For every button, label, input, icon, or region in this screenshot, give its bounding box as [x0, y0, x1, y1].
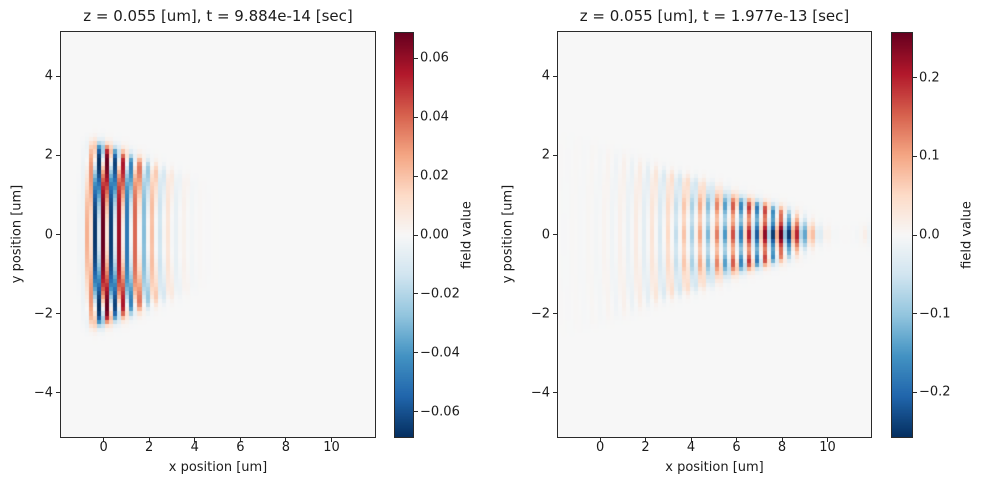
x-tick-label: 10: [323, 440, 340, 455]
y-tick-label: 4: [541, 68, 550, 84]
x-tick-mark: [645, 438, 647, 442]
x-tick-label: 8: [281, 440, 291, 455]
colorbar-tick-mark: [913, 234, 917, 236]
y-tick-label: 2: [44, 147, 53, 163]
left-colorbar-canvas: [395, 33, 413, 437]
y-tick-label: −2: [530, 306, 550, 322]
y-tick-mark: [553, 75, 557, 77]
right-plot-area: [557, 31, 872, 438]
x-tick-mark: [148, 438, 150, 442]
colorbar-tick-mark: [913, 313, 917, 315]
left-xaxis-label: x position [um]: [168, 460, 268, 475]
colorbar-tick-label: 0.00: [420, 227, 449, 243]
colorbar-tick-label: 0.04: [420, 109, 449, 125]
left-plot-title: z = 0.055 [um], t = 9.884e-14 [sec]: [83, 7, 353, 25]
x-tick-mark: [330, 438, 332, 442]
y-tick-mark: [56, 75, 60, 77]
right-colorbar-canvas: [892, 33, 912, 437]
x-tick-label: 6: [732, 440, 741, 455]
x-tick-mark: [285, 438, 287, 442]
right-heatmap-canvas: [558, 32, 871, 437]
colorbar-tick-mark: [913, 155, 917, 157]
colorbar-tick-label: 0.0: [919, 227, 940, 243]
y-tick-label: −4: [33, 385, 53, 401]
x-tick-label: 4: [686, 440, 696, 455]
right-colorbar: [891, 32, 913, 438]
colorbar-tick-label: −0.04: [420, 345, 460, 361]
x-tick-label: 6: [236, 440, 245, 455]
y-tick-mark: [56, 313, 60, 315]
colorbar-tick-mark: [414, 234, 418, 236]
left-yaxis-label: y position [um]: [9, 184, 25, 284]
right-xaxis-label: x position [um]: [665, 460, 764, 475]
left-colorbar-label: field value: [459, 201, 475, 269]
colorbar-tick-label: −0.02: [420, 286, 460, 302]
x-tick-mark: [239, 438, 241, 442]
colorbar-tick-mark: [414, 116, 418, 118]
x-tick-mark: [781, 438, 783, 442]
colorbar-tick-label: 0.2: [919, 70, 940, 86]
colorbar-tick-mark: [414, 57, 418, 59]
left-plot-area: [60, 31, 376, 438]
colorbar-tick-label: 0.06: [420, 50, 449, 66]
y-tick-mark: [553, 313, 557, 315]
colorbar-tick-mark: [913, 391, 917, 393]
colorbar-tick-mark: [414, 293, 418, 295]
x-tick-label: 4: [190, 440, 199, 455]
colorbar-tick-label: 0.02: [420, 168, 449, 184]
y-tick-label: −4: [530, 385, 550, 401]
colorbar-tick-mark: [414, 411, 418, 413]
x-tick-mark: [827, 438, 829, 442]
right-yaxis-label: y position [um]: [500, 184, 516, 284]
x-tick-mark: [690, 438, 692, 442]
x-tick-label: 0: [595, 440, 605, 455]
colorbar-tick-label: 0.1: [919, 148, 940, 164]
colorbar-tick-mark: [913, 77, 917, 79]
x-tick-label: 0: [99, 440, 108, 455]
y-tick-label: 2: [541, 147, 550, 163]
right-colorbar-label: field value: [959, 201, 975, 269]
x-tick-label: 8: [777, 440, 787, 455]
x-tick-label: 10: [819, 440, 836, 455]
y-tick-mark: [56, 154, 60, 156]
x-tick-label: 2: [145, 440, 154, 455]
x-tick-mark: [194, 438, 196, 442]
y-tick-mark: [56, 234, 60, 235]
x-tick-mark: [736, 438, 738, 442]
y-tick-mark: [553, 234, 557, 235]
x-tick-mark: [599, 438, 601, 442]
colorbar-tick-label: −0.06: [420, 404, 460, 420]
left-colorbar: [394, 32, 414, 438]
y-tick-mark: [553, 392, 557, 394]
x-tick-label: 2: [641, 440, 650, 455]
left-heatmap-canvas: [61, 32, 375, 437]
y-tick-mark: [56, 392, 60, 394]
colorbar-tick-label: −0.2: [919, 384, 951, 400]
y-tick-label: 0: [44, 227, 53, 242]
y-tick-mark: [553, 154, 557, 156]
colorbar-tick-mark: [414, 175, 418, 177]
colorbar-tick-mark: [414, 352, 418, 354]
colorbar-tick-label: −0.1: [919, 306, 951, 322]
y-tick-label: 0: [541, 227, 550, 242]
x-tick-mark: [103, 438, 105, 442]
y-tick-label: 4: [44, 68, 53, 84]
right-plot-title: z = 0.055 [um], t = 1.977e-13 [sec]: [579, 7, 850, 25]
y-tick-label: −2: [33, 306, 53, 322]
